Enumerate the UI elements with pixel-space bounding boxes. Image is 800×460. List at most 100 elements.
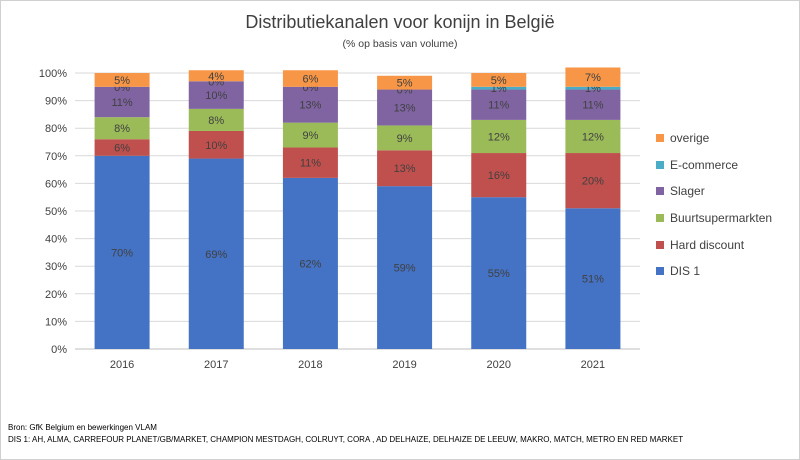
y-tick-label: 10% [45,316,67,328]
bar-segment-dis-1 [94,155,150,349]
bar-segment-hard-discount [471,153,527,198]
data-label: 5% [397,78,413,90]
data-label: 4% [208,71,224,83]
data-label: 6% [302,74,318,86]
bar-segment-slager [94,86,150,118]
legend-item: DIS 1 [656,258,772,285]
data-label: 51% [582,274,604,286]
bar-segment-dis-1 [377,186,433,349]
data-label: 55% [488,268,510,280]
y-tick-label: 90% [45,96,67,108]
data-label: 10% [205,140,227,152]
data-label: 11% [582,100,603,112]
legend-swatch [656,267,664,276]
bar-segment-e-commerce [471,86,527,90]
bar-segment-hard-discount [377,150,433,187]
legend-label: E-commerce [670,157,739,172]
dis1-footnote: DIS 1: AH, ALMA, CARREFOUR PLANET/GB/MAR… [8,435,684,444]
bar-segment-overige [94,73,150,87]
bar-segment-dis-1 [188,158,244,349]
bar-segment-dis-1 [282,177,338,349]
data-label: 6% [114,143,130,155]
data-label: 8% [208,115,224,127]
data-label: 7% [585,72,601,84]
data-label: 5% [114,75,130,87]
legend-item: Buurtsupermarkten [656,205,772,232]
legend-item: E-commerce [656,152,772,179]
source-note: Bron: GfK Belgium en bewerkingen VLAM [8,423,157,432]
data-label: 16% [488,170,510,182]
bar-segment-buurtsupermarkten [188,108,244,131]
data-label: 9% [302,130,318,142]
y-tick-label: 20% [45,289,67,301]
bar-segment-buurtsupermarkten [282,122,338,148]
data-label: 62% [299,258,321,270]
data-label: 12% [582,131,604,143]
bar-segment-overige [377,75,433,90]
bar-segment-overige [471,73,527,87]
data-label: 11% [488,100,509,112]
bar-segment-buurtsupermarkten [377,125,433,151]
x-tick-label: 2021 [581,359,605,371]
chart-subtitle: (% op basis van volume) [342,38,458,50]
legend-label: Buurtsupermarkten [670,211,773,226]
bar-segment-slager [377,89,433,126]
x-tick-label: 2016 [110,359,134,371]
legend-swatch [656,187,664,196]
legend-swatch [656,160,664,169]
legend-label: overige [670,131,710,146]
bar-segment-buurtsupermarkten [94,117,150,140]
legend-item: Slager [656,178,772,205]
bar-segment-overige [565,67,621,87]
data-label: 10% [205,90,227,102]
bar-segment-slager [471,89,527,120]
chart-title: Distributiekanalen voor konijn in België [245,12,555,32]
data-label: 9% [397,133,413,145]
data-label: 13% [299,100,321,112]
bar-segment-e-commerce [565,86,621,90]
data-label: 20% [582,176,604,188]
data-label: 5% [491,75,507,87]
data-label: 69% [205,249,227,261]
legend-item: overige [656,125,772,152]
data-label: 70% [111,247,133,259]
bar-segment-overige [188,70,244,82]
bar-segment-hard-discount [565,153,621,209]
y-tick-label: 0% [51,344,67,356]
y-tick-label: 70% [45,151,67,163]
bar-segment-hard-discount [188,130,244,159]
legend-label: Hard discount [670,237,745,252]
bar-segment-slager [565,89,621,120]
chart-legend: overige E-commerce Slager Buurtsupermarkten… [656,125,772,285]
legend-swatch [656,240,664,249]
data-label: 12% [488,131,510,143]
data-label: 13% [394,163,416,175]
y-tick-label: 80% [45,123,67,135]
y-tick-label: 50% [45,206,67,218]
x-tick-label: 2017 [204,359,228,371]
x-tick-label: 2018 [298,359,322,371]
data-label: 59% [394,263,416,275]
y-tick-label: 40% [45,234,67,246]
data-label: 8% [114,123,130,135]
y-tick-label: 60% [45,178,67,190]
x-tick-label: 2019 [392,359,416,371]
bar-segment-slager [282,86,338,123]
y-tick-label: 30% [45,261,67,273]
data-label: 13% [394,103,416,115]
y-tick-label: 100% [39,68,67,80]
bar-segment-dis-1 [565,208,621,349]
bar-segment-dis-1 [471,197,527,349]
data-label: 11% [111,97,132,109]
bar-segment-hard-discount [282,147,338,178]
bar-segment-hard-discount [94,139,150,156]
legend-label: Slager [670,184,705,199]
legend-swatch [656,214,664,223]
bar-segment-slager [188,81,244,109]
legend-item: Hard discount [656,231,772,258]
bar-segment-buurtsupermarkten [471,119,527,154]
bar-segment-overige [282,70,338,87]
bar-segment-buurtsupermarkten [565,119,621,154]
legend-label: DIS 1 [670,264,701,279]
